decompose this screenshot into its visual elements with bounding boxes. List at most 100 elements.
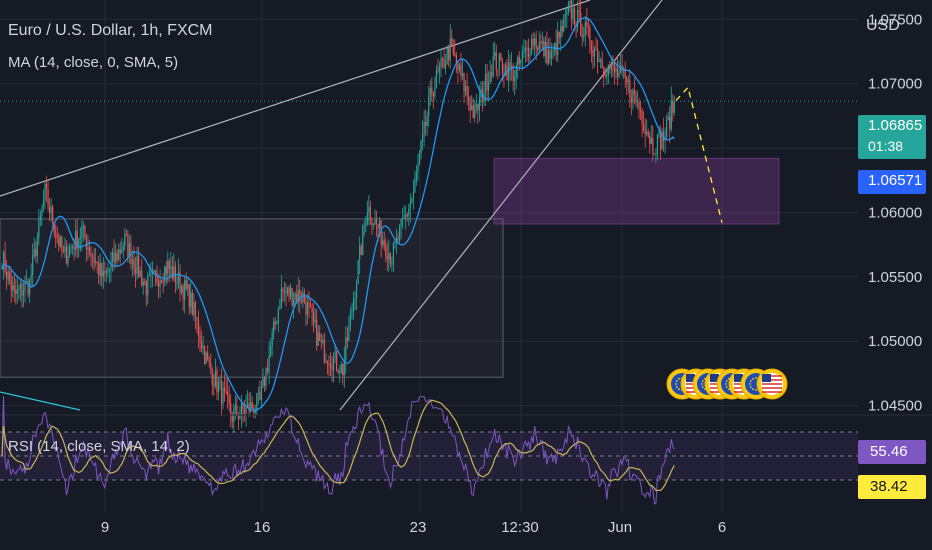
support-zone-rectangle[interactable]: [493, 157, 780, 225]
candle-body: [300, 300, 302, 302]
projection-dashed-path[interactable]: [675, 86, 723, 223]
candle-body: [586, 21, 588, 27]
candle-body: [82, 225, 84, 228]
candle-body: [24, 282, 26, 292]
candle-body: [492, 56, 494, 77]
candle-body: [88, 247, 91, 254]
candle-body: [266, 367, 269, 372]
candle-body: [325, 360, 327, 362]
candle-body: [29, 278, 31, 295]
candle-body: [471, 105, 473, 111]
candle-body: [12, 285, 14, 291]
candle-body: [592, 49, 594, 57]
candle-body: [438, 66, 441, 72]
price-tick-label: 1.05000: [868, 333, 922, 350]
candle-body: [595, 48, 597, 50]
candle-body: [75, 230, 77, 250]
candle-body: [497, 69, 499, 71]
candle-body: [334, 351, 336, 358]
candle-body: [570, 0, 573, 19]
candle-body: [538, 42, 540, 50]
candle-body: [460, 64, 462, 77]
rsi-value-tag: 55.46: [858, 440, 926, 464]
candle-body: [118, 249, 120, 261]
candle-body: [161, 279, 163, 283]
candle-body: [128, 243, 131, 257]
ma-legend[interactable]: MA (14, close, 0, SMA, 5): [8, 54, 179, 71]
candle-body: [260, 386, 263, 400]
candle-body: [469, 101, 471, 111]
candle-body: [400, 219, 402, 227]
candle-body: [299, 290, 301, 301]
candle-body: [293, 299, 295, 306]
candle-body: [58, 237, 60, 247]
candle-body: [339, 373, 341, 375]
time-tick-label: 9: [101, 519, 109, 536]
candle-body: [402, 218, 404, 220]
candle-body: [491, 72, 493, 77]
eu-flag-star: [749, 383, 751, 385]
bar-countdown: 01:38: [868, 138, 904, 154]
candle-body: [377, 224, 379, 229]
candlestick-series: [1, 0, 675, 433]
candle-body: [197, 320, 200, 336]
candle-body: [655, 154, 657, 156]
candle-body: [449, 38, 451, 61]
candle-body: [141, 270, 143, 286]
candle-body: [598, 60, 600, 62]
candle-body: [317, 332, 319, 346]
candle-body: [90, 253, 92, 256]
candle-body: [279, 307, 281, 310]
candle-body: [303, 292, 305, 303]
candle-body: [415, 172, 418, 180]
price-axis[interactable]: 1.075001.070001.065001.060001.055001.050…: [868, 11, 922, 414]
candle-body: [441, 58, 444, 60]
candle-body: [550, 51, 553, 59]
candle-body: [406, 214, 408, 216]
candle-body: [445, 64, 447, 69]
candle-body: [524, 47, 527, 52]
candle-body: [144, 281, 146, 283]
candle-body: [124, 233, 126, 247]
candle-body: [366, 212, 368, 225]
candle-body: [440, 58, 442, 67]
currency-label[interactable]: USD: [866, 17, 900, 34]
candle-body: [170, 266, 172, 269]
candle-body: [114, 252, 117, 263]
candle-body: [167, 260, 169, 275]
economic-events-flags[interactable]: [666, 368, 788, 400]
us-flag-canton: [762, 374, 771, 382]
candle-body: [257, 392, 259, 394]
candle-body: [530, 38, 533, 55]
candle-body: [165, 266, 167, 275]
candle-body: [603, 68, 605, 75]
candle-body: [569, 0, 571, 4]
candle-body: [220, 381, 223, 405]
candle-body: [639, 109, 642, 112]
candle-body: [636, 101, 639, 103]
candle-body: [529, 54, 531, 57]
candle-body: [225, 391, 227, 393]
candle-body: [222, 387, 224, 405]
candle-body: [351, 310, 353, 313]
rsi-line: [1, 395, 675, 505]
candle-body: [426, 116, 428, 126]
candle-body: [61, 236, 63, 251]
candle-body: [148, 275, 150, 277]
candle-body: [527, 47, 530, 57]
symbol-title[interactable]: Euro / U.S. Dollar, 1h, FXCM: [8, 22, 213, 39]
candle-body: [643, 124, 645, 131]
candle-body: [96, 261, 98, 264]
candle-body: [541, 41, 543, 44]
candle-body: [187, 284, 189, 289]
candle-body: [277, 309, 279, 324]
candle-body: [563, 16, 565, 32]
eu-flag-star: [752, 377, 754, 380]
time-axis[interactable]: 9 16 23 12:30 Jun 6: [101, 519, 726, 536]
candle-body: [646, 131, 648, 134]
candle-body: [484, 73, 487, 93]
candle-body: [147, 275, 149, 296]
candle-body: [432, 93, 434, 97]
rsi-legend[interactable]: RSI (14, close, SMA, 14, 2): [8, 438, 190, 455]
